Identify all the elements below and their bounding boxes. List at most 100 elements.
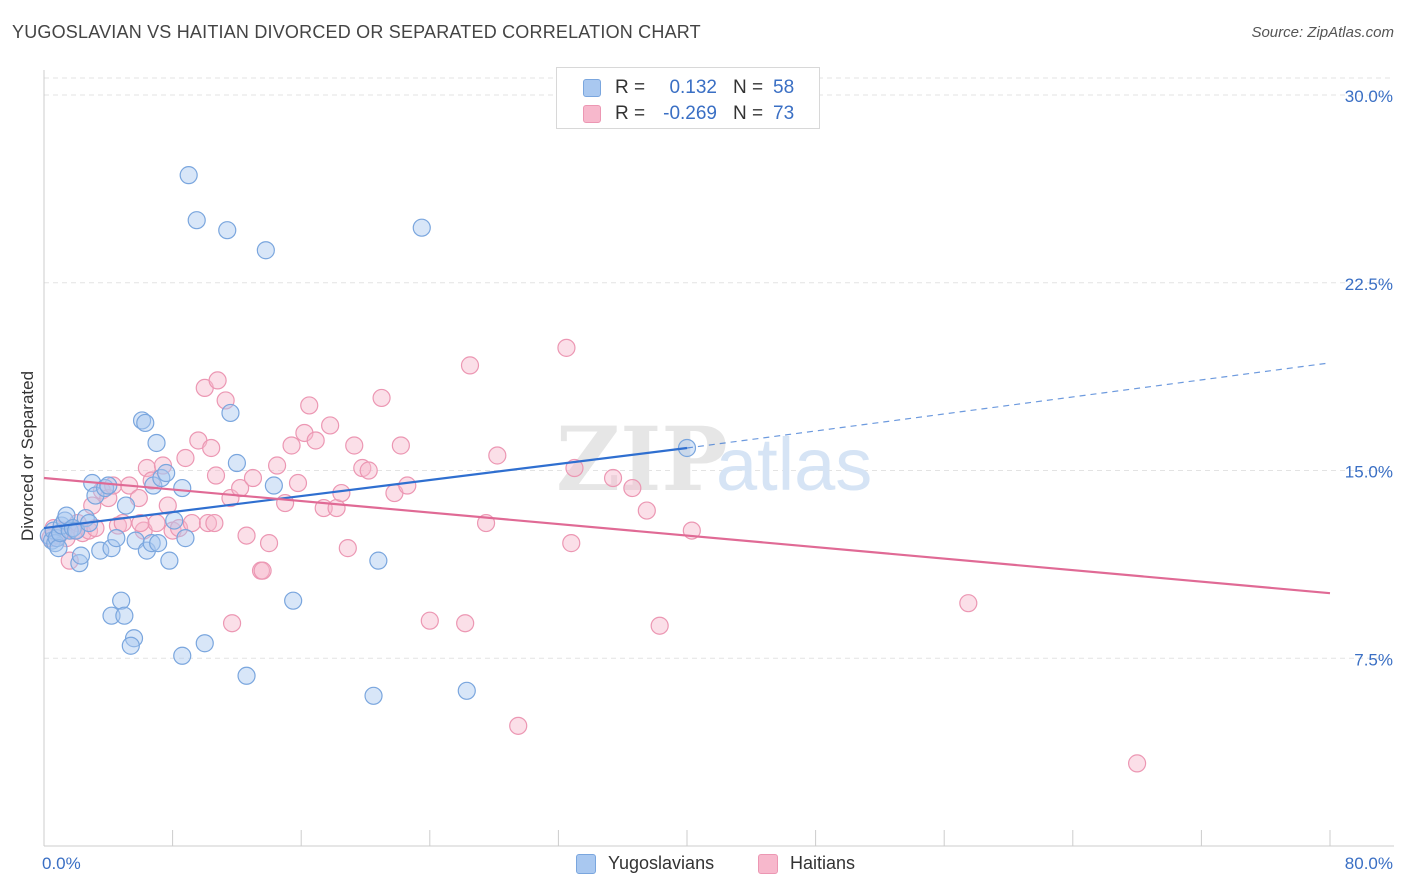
point-haitian xyxy=(205,513,224,533)
point-yugoslavian xyxy=(70,554,89,573)
point-yugoslavian xyxy=(86,486,105,505)
point-yugoslavian xyxy=(102,539,121,558)
legend-swatch-haitians xyxy=(583,105,601,123)
point-yugoslavian xyxy=(221,403,240,423)
point-yugoslavian xyxy=(49,539,68,558)
point-haitian xyxy=(398,476,417,495)
watermark-zip: ZIP xyxy=(556,407,728,511)
point-haitian xyxy=(327,498,346,518)
series-legend: Yugoslavians Haitians xyxy=(0,851,1406,877)
n-value: 73 xyxy=(773,103,795,124)
point-yugoslavian xyxy=(165,511,184,530)
point-haitian xyxy=(345,436,364,455)
point-haitian xyxy=(282,436,301,455)
legend-swatch-yugoslavians xyxy=(576,854,596,874)
point-haitian xyxy=(321,416,340,435)
point-haitian xyxy=(562,534,581,553)
point-haitian xyxy=(147,513,166,533)
y-tick-label: 22.5% xyxy=(1345,275,1393,294)
point-haitian xyxy=(488,446,507,465)
point-haitian xyxy=(623,478,642,498)
point-haitian xyxy=(131,513,150,533)
point-haitian xyxy=(1127,754,1147,773)
r-value: -0.269 xyxy=(663,103,717,124)
point-haitian xyxy=(243,468,263,488)
n-label: N = xyxy=(733,77,764,98)
point-haitian xyxy=(182,513,201,533)
point-yugoslavian xyxy=(142,534,161,553)
point-yugoslavian xyxy=(91,541,110,560)
point-yugoslavian xyxy=(173,646,192,665)
x-tick-label-min: 0.0% xyxy=(42,854,81,873)
point-yugoslavian xyxy=(116,496,136,515)
point-yugoslavian xyxy=(218,221,237,240)
legend-swatch-yugoslavians xyxy=(583,79,601,97)
point-yugoslavian xyxy=(412,218,431,237)
point-yugoslavian xyxy=(132,411,152,430)
point-yugoslavian xyxy=(121,636,140,655)
point-haitian xyxy=(603,468,623,488)
point-yugoslavian xyxy=(152,468,171,488)
point-haitian xyxy=(267,456,287,475)
regression-lines xyxy=(43,362,1331,595)
point-haitian xyxy=(206,466,226,485)
n-value: 58 xyxy=(773,77,795,98)
point-haitian xyxy=(332,483,351,503)
point-yugoslavian xyxy=(256,241,275,260)
legend-row-yugoslavians: R = 0.132 N = 58 xyxy=(557,75,819,101)
point-yugoslavian xyxy=(99,476,118,495)
point-haitian xyxy=(460,356,480,375)
point-haitian xyxy=(338,539,357,558)
point-yugoslavian xyxy=(369,551,388,570)
point-yugoslavian xyxy=(115,606,134,625)
point-yugoslavian xyxy=(176,529,195,548)
point-yugoslavian xyxy=(136,413,155,433)
source-label: Source: ZipAtlas.com xyxy=(1251,24,1394,41)
point-haitian xyxy=(650,616,669,635)
gridlines xyxy=(44,77,1394,659)
legend-swatch-haitians xyxy=(758,854,778,874)
point-haitian xyxy=(565,458,584,478)
r-label: R = xyxy=(615,77,646,98)
y-tick-label: 15.0% xyxy=(1345,463,1393,482)
point-yugoslavian xyxy=(71,546,91,565)
x-tick-label-max: 80.0% xyxy=(1345,854,1393,873)
r-value: 0.132 xyxy=(669,77,717,98)
point-haitian xyxy=(208,371,227,390)
legend-label-yugoslavians: Yugoslavians xyxy=(608,853,715,873)
point-yugoslavian xyxy=(227,453,246,473)
chart-title: YUGOSLAVIAN VS HAITIAN DIVORCED OR SEPAR… xyxy=(12,22,701,42)
point-yugoslavian xyxy=(364,686,383,705)
point-yugoslavian xyxy=(157,463,176,483)
point-yugoslavian xyxy=(179,166,198,185)
point-haitian xyxy=(637,501,656,520)
point-haitian xyxy=(557,338,576,357)
point-yugoslavian xyxy=(284,591,303,610)
regression-line-yugoslavians xyxy=(43,446,688,530)
regression-extension-yugoslavians xyxy=(686,362,1331,449)
point-yugoslavian xyxy=(160,551,179,570)
data-points xyxy=(39,166,1147,773)
point-haitian xyxy=(198,513,218,533)
point-yugoslavian xyxy=(187,211,206,230)
point-yugoslavian xyxy=(195,634,214,653)
point-haitian xyxy=(959,594,978,613)
point-haitian xyxy=(420,611,439,630)
point-haitian xyxy=(306,431,325,450)
point-haitian xyxy=(202,438,221,458)
point-haitian xyxy=(359,461,378,480)
y-tick-label: 7.5% xyxy=(1354,650,1393,669)
point-yugoslavian xyxy=(173,478,192,498)
point-haitian xyxy=(288,473,308,493)
point-yugoslavian xyxy=(457,681,476,700)
point-yugoslavian xyxy=(102,606,121,625)
point-yugoslavian xyxy=(264,476,283,495)
point-haitian xyxy=(253,561,272,580)
point-haitian xyxy=(259,534,279,553)
point-yugoslavian xyxy=(107,529,126,548)
watermark-atlas: atlas xyxy=(716,423,872,506)
point-haitian xyxy=(391,436,410,455)
r-label: R = xyxy=(615,103,646,124)
point-haitian xyxy=(456,614,475,633)
